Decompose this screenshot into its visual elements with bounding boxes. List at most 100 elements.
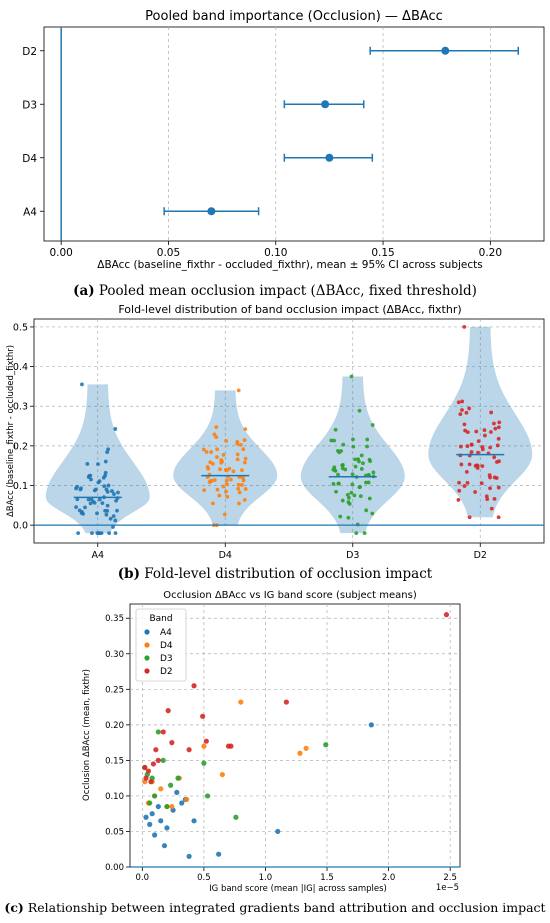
- chart-c-point-d2: [186, 747, 192, 753]
- chart-b-point-d2: [474, 429, 479, 434]
- chart-c-point-a4: [152, 832, 158, 838]
- chart-b-point-d3: [334, 489, 338, 494]
- chart-b-point-d3: [350, 472, 355, 477]
- chart-b-point-a4: [97, 497, 102, 502]
- caption-b-label: (b): [117, 566, 140, 582]
- chart-c-point-d3: [201, 760, 207, 766]
- chart-b-point-d2: [479, 481, 484, 486]
- chart-b-point-d3: [332, 467, 337, 472]
- chart-b-point-d2: [465, 444, 470, 448]
- chart-c-xtick-label: 1.0: [259, 873, 273, 883]
- caption-c: (c) Relationship between integrated grad…: [0, 900, 550, 915]
- chart-a-plot-frame: [43, 26, 545, 242]
- caption-b: (b) Fold-level distribution of occlusion…: [0, 566, 550, 582]
- chart-b-point-d2: [467, 406, 472, 411]
- chart-c-ytick-label: 0.00: [105, 863, 124, 873]
- chart-a-mean-point-a4: [207, 207, 216, 216]
- chart-b-point-d2: [457, 488, 462, 493]
- chart-b-point-d2: [496, 425, 501, 430]
- chart-b-point-d3: [357, 459, 361, 464]
- chart-b-point-d2: [495, 443, 500, 448]
- chart-c-legend-label-d4: D4: [160, 641, 173, 651]
- chart-c-point-a4: [164, 825, 170, 831]
- chart-c-legend-label-d3: D3: [160, 654, 173, 664]
- chart-b-point-d3: [346, 515, 351, 520]
- chart-b-point-d2: [484, 494, 489, 499]
- chart-b-point-a4: [105, 450, 110, 455]
- chart-b-point-a4: [76, 531, 81, 535]
- chart-b-point-a4: [86, 475, 91, 479]
- chart-b-ytick-label: 0.4: [13, 362, 28, 373]
- chart-b-point-d4: [209, 450, 213, 454]
- chart-b-point-d4: [243, 427, 248, 432]
- chart-b-point-d3: [358, 485, 362, 489]
- chart-b-point-d4: [222, 512, 227, 517]
- chart-b-point-a4: [89, 497, 94, 502]
- caption-b-text: Fold-level distribution of occlusion imp…: [140, 566, 433, 582]
- chart-c-point-d3: [155, 729, 161, 735]
- chart-b-point-d2: [496, 515, 501, 520]
- chart-a-mean-point-d4: [325, 153, 334, 162]
- chart-b-point-d3: [365, 444, 369, 449]
- chart-b-point-d4: [237, 501, 241, 506]
- chart-c-point-d2: [160, 729, 166, 735]
- chart-b-point-d2: [469, 450, 474, 454]
- chart-b-point-d2: [467, 462, 472, 467]
- chart-c-xtick-label: 1.5: [320, 873, 334, 883]
- chart-b-point-d4: [224, 478, 229, 483]
- chart-b-point-d2: [465, 480, 470, 485]
- chart-a-ytick-label-d2: D2: [22, 46, 37, 58]
- chart-b-point-a4: [101, 475, 106, 480]
- chart-a-ytick-label-d4: D4: [22, 153, 37, 165]
- chart-a-marks: 0.00 0.05 0.10 0.15 0.20 D2 D3 D4 A4: [22, 27, 519, 259]
- chart-b-point-d4: [225, 494, 230, 499]
- chart-c-point-d2: [143, 775, 149, 781]
- chart-b-point-d2: [480, 447, 485, 452]
- chart-c-ytick-label: 0.15: [105, 756, 124, 766]
- chart-b-point-a4: [106, 483, 111, 488]
- chart-b-point-d3: [353, 457, 357, 462]
- chart-b-point-d2: [476, 450, 480, 455]
- chart-c-point-a4: [368, 722, 374, 728]
- chart-b-title: Fold-level distribution of band occlusio…: [118, 303, 461, 316]
- chart-c-point-a4: [179, 800, 185, 806]
- chart-b-point-d3: [343, 467, 348, 472]
- caption-a: (a) Pooled mean occlusion impact (ΔBAcc,…: [0, 283, 550, 299]
- chart-b-point-d3: [336, 472, 340, 477]
- chart-b-point-d3: [338, 514, 343, 519]
- chart-b-point-d2: [493, 426, 498, 431]
- chart-a-mean-point-d3: [321, 100, 330, 109]
- chart-b-point-d2: [469, 442, 474, 447]
- chart-b-point-d2: [475, 463, 480, 468]
- chart-c-point-d2: [283, 699, 289, 705]
- chart-b-point-a4: [110, 489, 114, 493]
- chart-b-point-a4: [99, 531, 104, 535]
- chart-c-point-a4: [275, 828, 281, 835]
- chart-b-point-d4: [242, 497, 247, 502]
- chart-c-point-a4: [147, 821, 153, 827]
- chart-c-ytick-label: 0.20: [105, 721, 124, 731]
- chart-b-point-a4: [113, 531, 118, 535]
- chart-b-point-d4: [214, 435, 219, 440]
- chart-c-point-a4: [186, 853, 192, 859]
- chart-b-violin: Fold-level distribution of band occlusio…: [6, 303, 545, 561]
- chart-b-point-d2: [462, 422, 467, 427]
- chart-b-point-d4: [224, 468, 229, 473]
- chart-b-point-d3: [331, 482, 336, 486]
- chart-b-point-d4: [204, 450, 209, 454]
- chart-b-point-d3: [349, 490, 354, 495]
- chart-b-point-a4: [103, 470, 108, 475]
- chart-b-point-d3: [368, 459, 372, 464]
- chart-b-point-d2: [488, 430, 493, 434]
- chart-a-ytick-label-a4: A4: [23, 206, 37, 218]
- chart-b-point-d2: [480, 464, 485, 469]
- chart-b-point-d4: [235, 457, 240, 462]
- chart-b-point-d3: [370, 423, 375, 427]
- chart-c-xtick-label: 2.5: [443, 873, 457, 883]
- chart-c-point-a4: [161, 843, 168, 849]
- chart-b-point-a4: [105, 503, 110, 508]
- chart-c-point-d2: [203, 738, 209, 744]
- chart-b-point-d4: [209, 478, 214, 483]
- chart-b-point-d2: [459, 462, 464, 467]
- caption-c-label: (c): [4, 900, 24, 915]
